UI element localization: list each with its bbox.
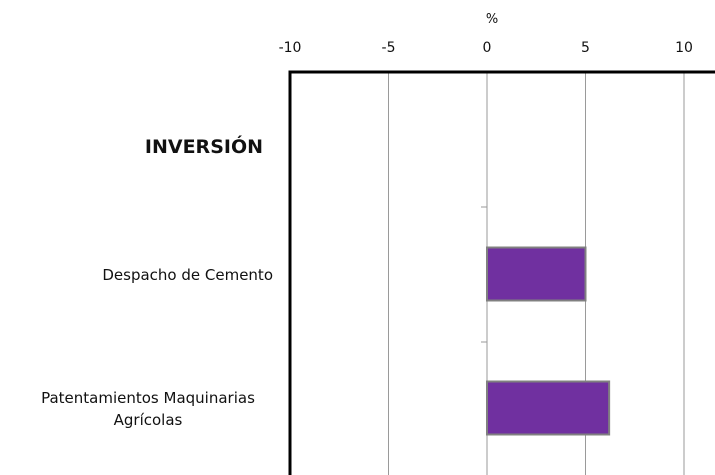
section-labels: INVERSIÓN xyxy=(145,134,263,158)
bar xyxy=(486,380,611,436)
bars xyxy=(486,246,611,436)
category-label: Agrícolas xyxy=(114,411,183,429)
x-tick-label: -5 xyxy=(382,40,396,56)
x-tick-label: 10 xyxy=(675,40,693,56)
bar xyxy=(486,246,587,302)
x-tick-label: -10 xyxy=(279,40,302,56)
category-labels: Despacho de Cemento Patentamientos Maquin… xyxy=(41,266,273,429)
x-tick-label: 5 xyxy=(581,40,590,56)
axis-frame xyxy=(288,70,715,475)
section-label-inversion: INVERSIÓN xyxy=(145,134,263,158)
x-tick-label: 0 xyxy=(483,40,492,56)
x-tick-labels: -10 -5 0 5 10 xyxy=(279,40,693,56)
category-label: Despacho de Cemento xyxy=(102,266,273,284)
unit-label: % xyxy=(486,12,498,27)
category-label: Patentamientos Maquinarias xyxy=(41,389,255,407)
